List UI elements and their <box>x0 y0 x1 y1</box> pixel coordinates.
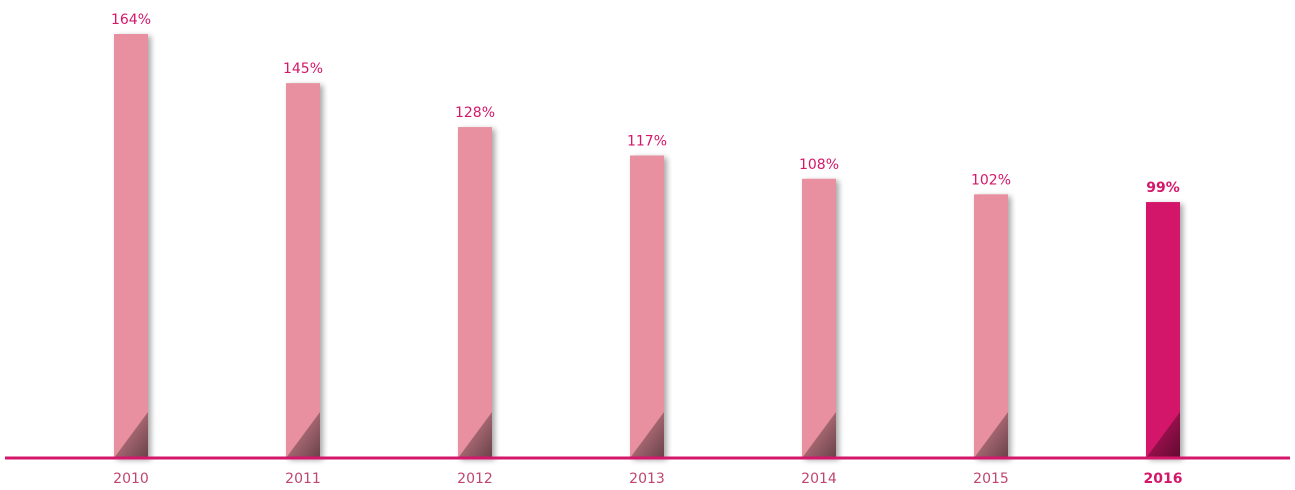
bar-fold <box>630 412 664 458</box>
value-label: 145% <box>283 61 323 77</box>
bar <box>286 83 320 458</box>
bar-fold <box>974 412 1008 458</box>
value-label: 117% <box>627 134 667 150</box>
x-tick-label: 2014 <box>801 471 837 487</box>
value-label: 108% <box>799 157 839 173</box>
bar <box>974 194 1008 459</box>
x-tick-label: 2013 <box>629 471 665 487</box>
x-tick-label: 2011 <box>285 471 321 487</box>
bar <box>802 178 836 458</box>
bar-fold <box>1146 412 1180 458</box>
value-label: 164% <box>111 12 151 28</box>
value-label: 99% <box>1146 180 1180 196</box>
bar <box>630 155 664 458</box>
value-label: 128% <box>455 105 495 121</box>
x-tick-label: 2015 <box>973 471 1009 487</box>
bar-fold <box>286 412 320 458</box>
x-tick-label: 2016 <box>1144 471 1183 487</box>
x-tick-label: 2012 <box>457 471 493 487</box>
bar <box>458 127 492 458</box>
bar-fold <box>114 412 148 458</box>
bar <box>114 34 148 458</box>
x-tick-label: 2010 <box>113 471 149 487</box>
value-label: 102% <box>971 172 1011 188</box>
bar-fold <box>458 412 492 458</box>
bar <box>1146 202 1180 458</box>
bar-fold <box>802 412 836 458</box>
